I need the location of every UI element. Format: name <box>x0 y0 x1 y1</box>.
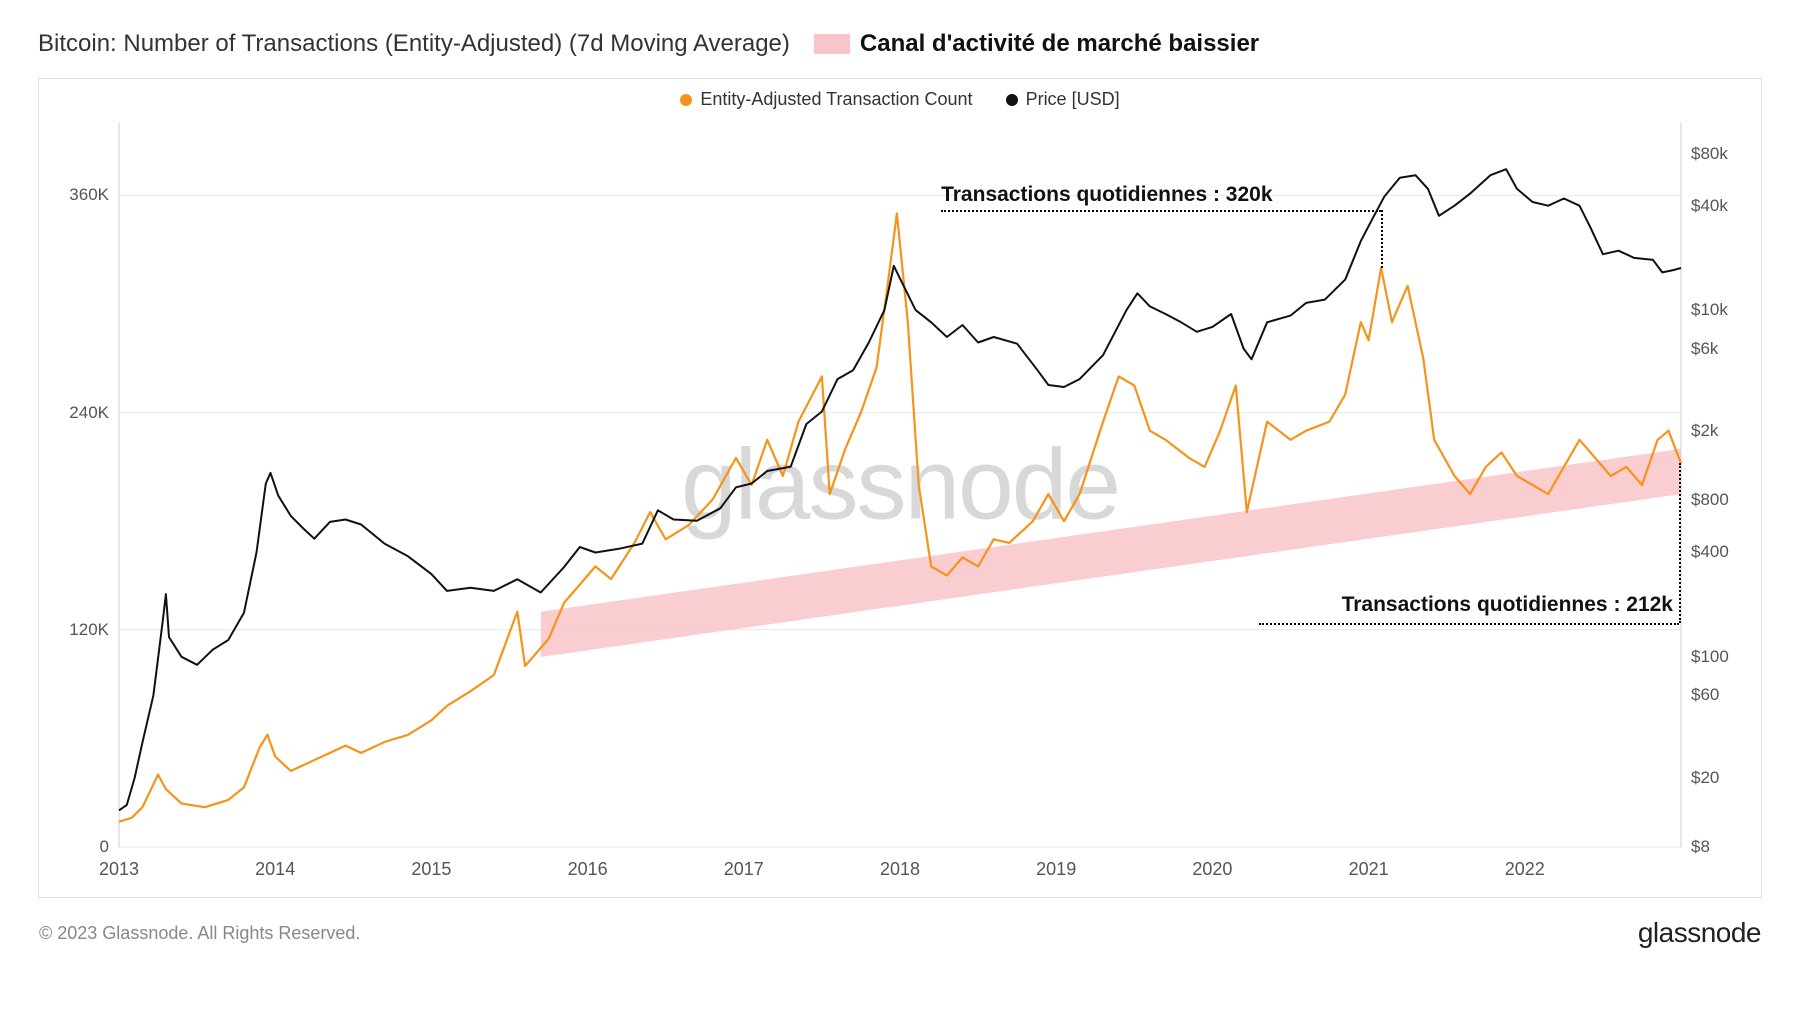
y-right-tick: $2k <box>1691 421 1718 441</box>
legend-dot-icon <box>680 94 692 106</box>
y-right-axis: $8$20$60$100$400$800$2k$6k$10k$40k$80k <box>1683 123 1761 847</box>
y-right-tick: $800 <box>1691 490 1729 510</box>
copyright-text: © 2023 Glassnode. All Rights Reserved. <box>39 923 360 944</box>
header-swatch <box>814 34 850 54</box>
x-tick: 2018 <box>880 859 920 880</box>
x-tick: 2013 <box>99 859 139 880</box>
chart-frame: Entity-Adjusted Transaction Count Price … <box>38 78 1762 898</box>
y-right-tick: $6k <box>1691 339 1718 359</box>
x-tick: 2017 <box>724 859 764 880</box>
y-left-tick: 360K <box>69 185 109 205</box>
annotation-bottom: Transactions quotidiennes : 212k <box>1342 593 1673 617</box>
x-tick: 2021 <box>1349 859 1389 880</box>
x-axis: 2013201420152016201720182019202020212022 <box>119 849 1681 897</box>
y-right-tick: $60 <box>1691 685 1719 705</box>
y-right-tick: $10k <box>1691 300 1728 320</box>
legend-item-1: Entity-Adjusted Transaction Count <box>680 89 972 110</box>
x-tick: 2014 <box>255 859 295 880</box>
legend-label-2: Price [USD] <box>1026 89 1120 110</box>
y-right-tick: $100 <box>1691 647 1729 667</box>
x-tick: 2015 <box>411 859 451 880</box>
legend-dot-icon <box>1006 94 1018 106</box>
y-right-tick: $80k <box>1691 144 1728 164</box>
x-tick: 2022 <box>1505 859 1545 880</box>
chart-container: Bitcoin: Number of Transactions (Entity-… <box>38 30 1762 983</box>
y-left-tick: 120K <box>69 620 109 640</box>
brand-logo: glassnode <box>1638 917 1761 949</box>
plot-area: glassnode Transactions quotidiennes : 32… <box>119 123 1681 847</box>
x-tick: 2019 <box>1036 859 1076 880</box>
y-left-axis: 0120K240K360K <box>39 123 117 847</box>
y-right-tick: $8 <box>1691 837 1710 857</box>
y-right-tick: $400 <box>1691 542 1729 562</box>
legend: Entity-Adjusted Transaction Count Price … <box>39 89 1761 111</box>
legend-item-2: Price [USD] <box>1006 89 1120 110</box>
legend-label-1: Entity-Adjusted Transaction Count <box>700 89 972 110</box>
chart-svg <box>119 123 1681 847</box>
chart-title: Bitcoin: Number of Transactions (Entity-… <box>38 30 790 58</box>
chart-header: Bitcoin: Number of Transactions (Entity-… <box>38 30 1762 58</box>
chart-footer: © 2023 Glassnode. All Rights Reserved. g… <box>39 917 1761 949</box>
y-left-tick: 0 <box>100 837 109 857</box>
x-tick: 2016 <box>568 859 608 880</box>
header-label: Canal d'activité de marché baissier <box>860 30 1259 58</box>
y-left-tick: 240K <box>69 403 109 423</box>
y-right-tick: $20 <box>1691 768 1719 788</box>
x-tick: 2020 <box>1192 859 1232 880</box>
y-right-tick: $40k <box>1691 196 1728 216</box>
annotation-top: Transactions quotidiennes : 320k <box>941 183 1272 207</box>
